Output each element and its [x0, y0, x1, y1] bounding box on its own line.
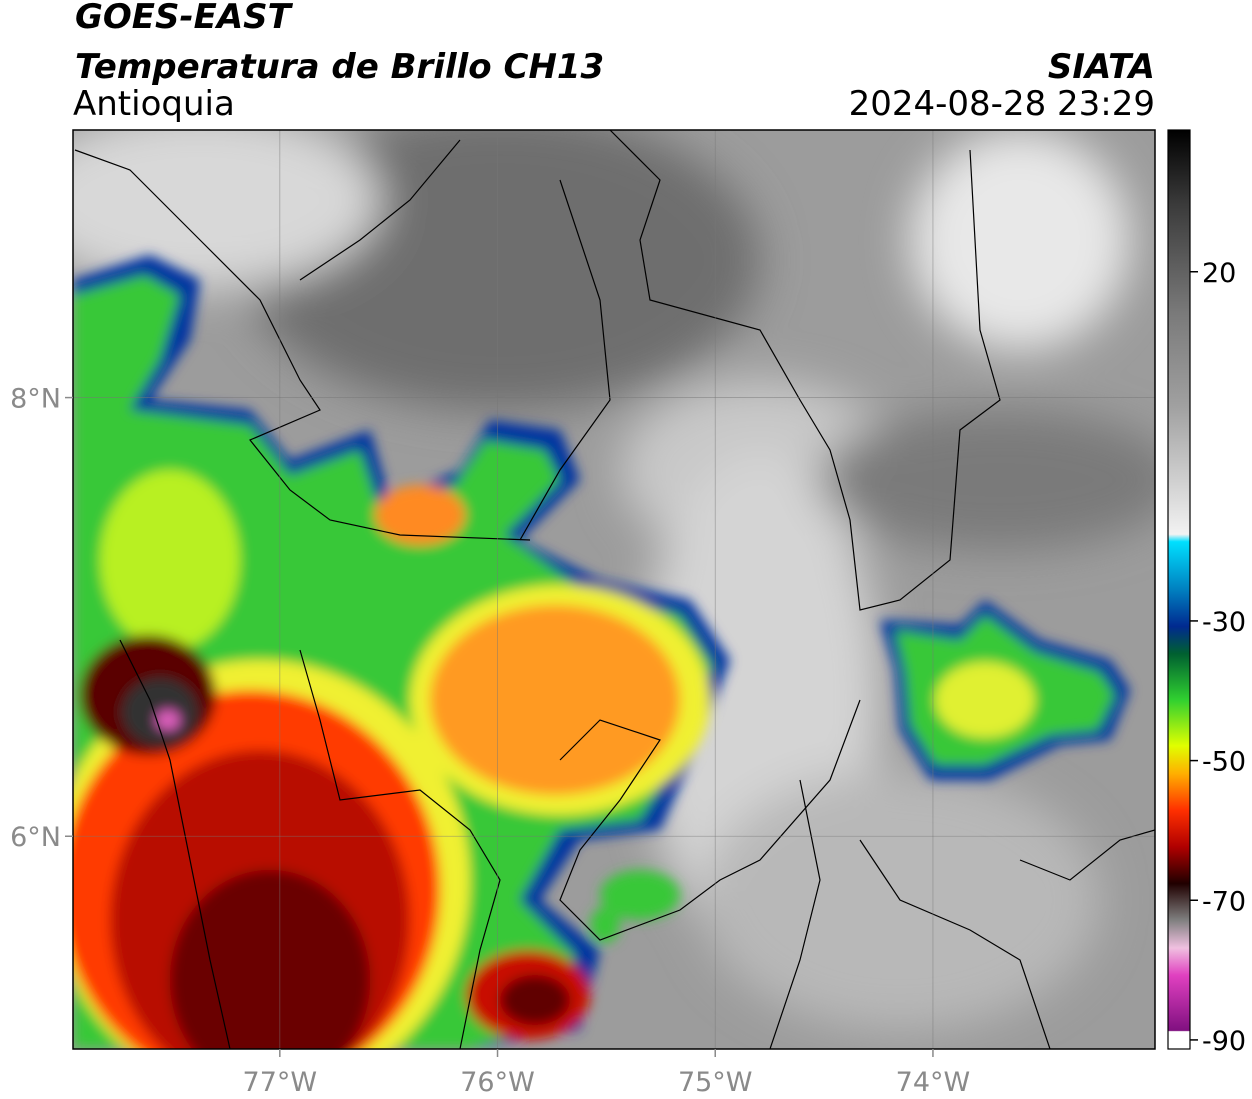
datetime: 2024-08-28 23:29	[849, 84, 1155, 124]
x-tick-label: 75°W	[678, 1067, 753, 1098]
title: GOES-EAST	[75, 0, 294, 37]
colorbar-tick-label: -50	[1202, 747, 1246, 778]
x-tick-label: 77°W	[243, 1067, 318, 1098]
map-frame	[72, 129, 1156, 1050]
colorbar-tick-label: -30	[1202, 607, 1246, 638]
boundaries	[74, 130, 1155, 1049]
colorbar-tick-label: -90	[1202, 1026, 1246, 1057]
y-tick-label: 6°N	[10, 822, 61, 853]
graticule	[73, 130, 1155, 1049]
region: Antioquia	[73, 84, 235, 124]
satellite-image	[73, 130, 1155, 1049]
colorbar	[1167, 129, 1191, 1050]
colorbar-tick-label: -70	[1202, 886, 1246, 917]
x-tick-label: 76°W	[460, 1067, 535, 1098]
x-tick-label: 74°W	[896, 1067, 971, 1098]
source: SIATA	[1048, 47, 1155, 87]
subtitle: Temperatura de Brillo CH13	[75, 47, 604, 87]
y-tick-label: 8°N	[10, 384, 61, 415]
colorbar-tick-label: 20	[1202, 258, 1236, 289]
